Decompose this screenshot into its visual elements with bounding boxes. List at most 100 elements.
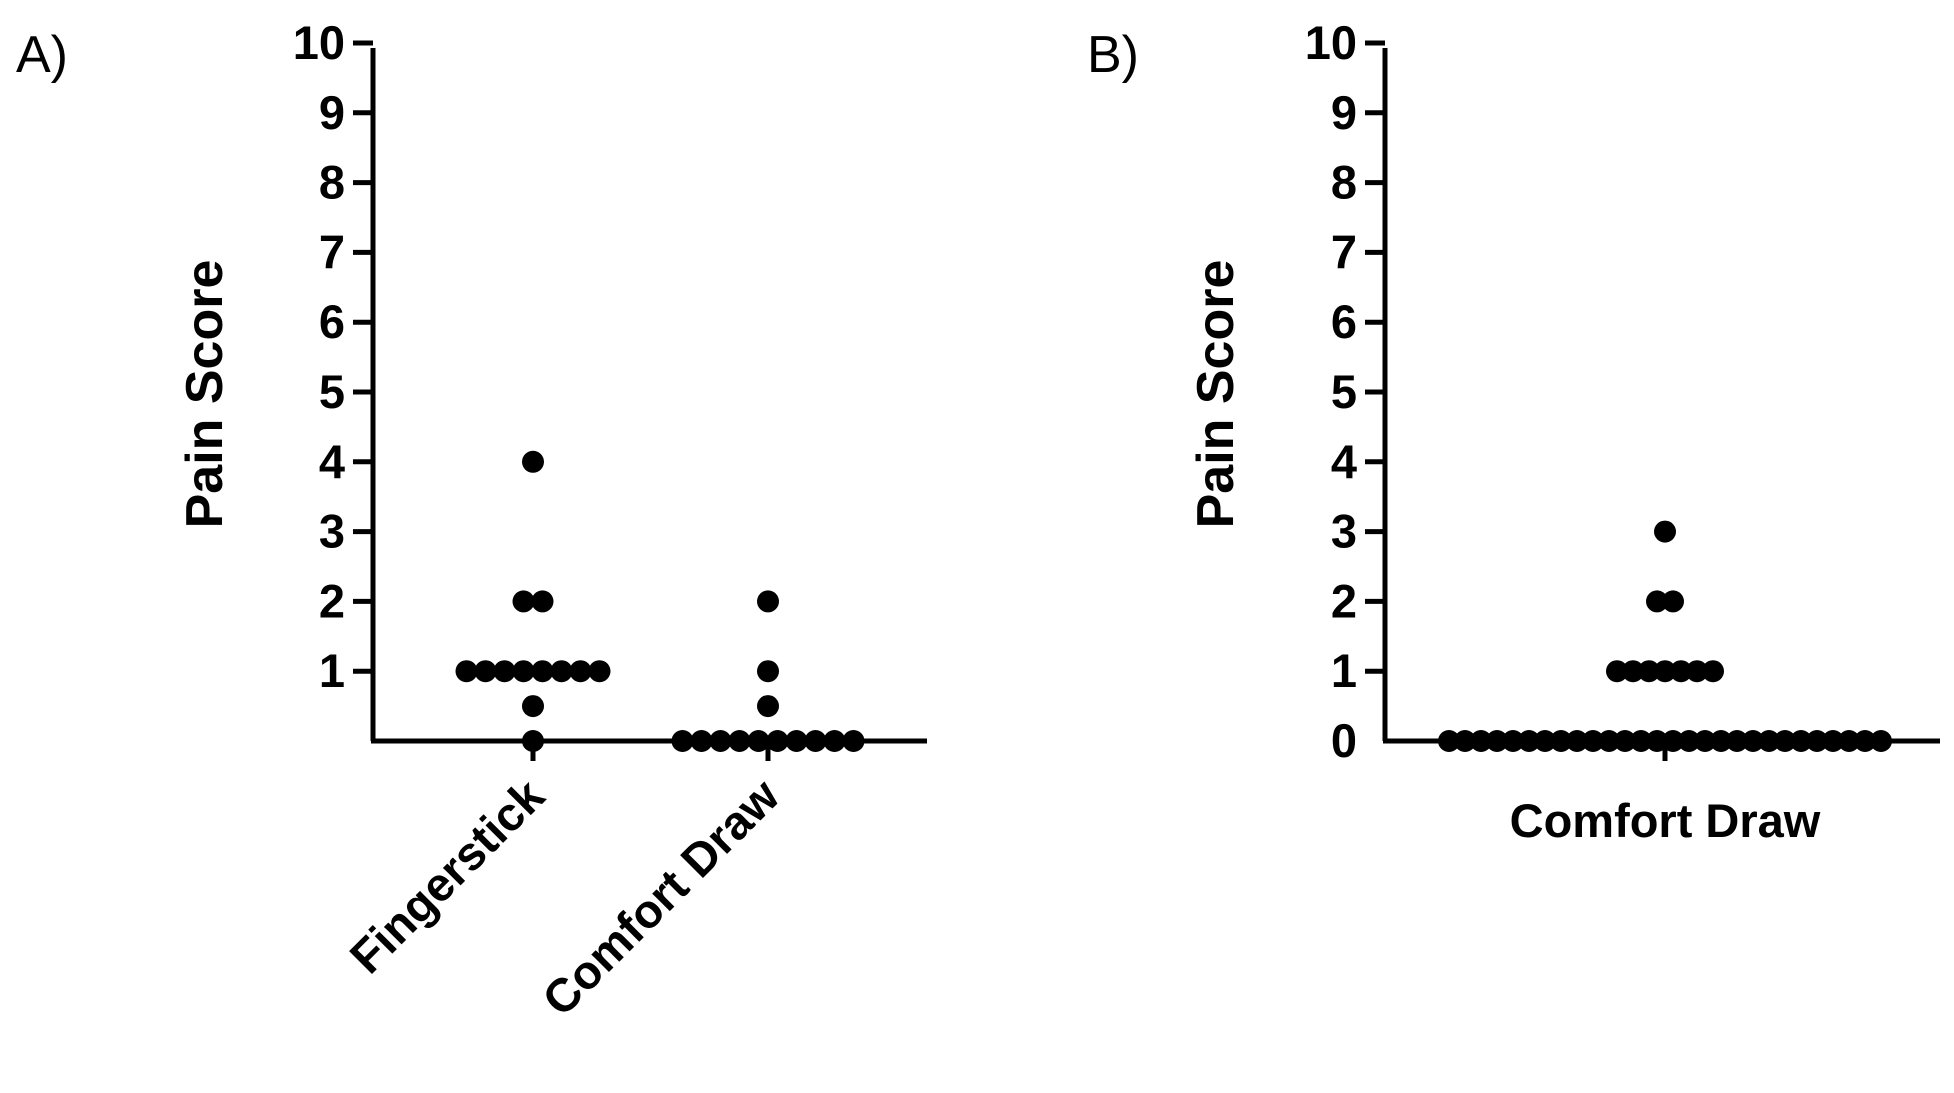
y-tick-label: 8 <box>319 156 345 209</box>
panel-b-points <box>1438 520 1892 752</box>
data-point <box>1670 660 1692 683</box>
data-point <box>531 660 554 683</box>
data-point <box>1870 730 1892 752</box>
y-tick-label: 6 <box>1331 295 1357 348</box>
data-point <box>1662 590 1684 613</box>
data-point <box>512 590 535 613</box>
data-point <box>757 695 779 718</box>
data-point <box>512 660 535 683</box>
y-tick-label: 9 <box>1331 86 1357 139</box>
data-point <box>1582 730 1604 752</box>
panel-b-y-ticks: 0 1 2 3 4 5 6 7 8 9 10 <box>1305 16 1385 767</box>
y-tick-label: 9 <box>319 86 345 139</box>
data-point <box>1822 730 1844 752</box>
data-point <box>757 660 779 683</box>
panel-a-label: A) <box>16 26 68 84</box>
y-tick-label: 2 <box>319 574 345 627</box>
category-label: Fingerstick <box>339 768 554 983</box>
panel-b-y-axis-title: Pain Score <box>1187 260 1245 529</box>
data-point <box>1438 730 1460 752</box>
data-point <box>785 730 808 752</box>
y-tick-label: 10 <box>293 16 345 69</box>
panel-a-y-ticks: 1 2 3 4 5 6 7 8 9 10 <box>293 16 373 697</box>
data-point <box>522 730 544 752</box>
data-point <box>1654 660 1676 683</box>
y-tick-label: 2 <box>1331 574 1357 627</box>
y-tick-label: 7 <box>319 225 345 278</box>
data-point <box>1534 730 1556 752</box>
y-tick-label: 3 <box>319 505 345 558</box>
category-label: Comfort Draw <box>532 768 790 1026</box>
panel-b: B) Pain Score 0 1 2 3 4 5 6 7 8 9 10 Comfort Draw <box>1087 16 1940 847</box>
panel-b-label: B) <box>1087 26 1139 84</box>
data-point <box>747 730 770 752</box>
category-label: Comfort Draw <box>1510 794 1821 847</box>
data-point <box>1694 730 1716 752</box>
data-point <box>569 660 592 683</box>
panel-a: A) Pain Score 1 2 3 4 5 6 7 8 9 10 FingerstickCom… <box>16 16 927 1026</box>
data-point <box>1702 660 1724 683</box>
data-point <box>709 730 732 752</box>
data-point <box>474 660 497 683</box>
data-point <box>1470 730 1492 752</box>
y-tick-label: 6 <box>319 295 345 348</box>
data-point <box>1454 730 1476 752</box>
y-tick-label: 4 <box>1331 435 1357 488</box>
data-point <box>531 590 554 613</box>
y-tick-label: 3 <box>1331 505 1357 558</box>
y-tick-label: 10 <box>1305 16 1357 69</box>
data-point <box>842 730 865 752</box>
data-point <box>1854 730 1876 752</box>
data-point <box>1774 730 1796 752</box>
data-point <box>757 590 779 613</box>
data-point <box>690 730 713 752</box>
data-point <box>1646 730 1668 752</box>
data-point <box>766 730 789 752</box>
data-point <box>1502 730 1524 752</box>
y-tick-label: 4 <box>319 435 345 488</box>
data-point <box>1662 730 1684 752</box>
data-point <box>1566 730 1588 752</box>
data-point <box>550 660 573 683</box>
y-tick-label: 7 <box>1331 225 1357 278</box>
data-point <box>804 730 827 752</box>
panel-a-y-axis-title: Pain Score <box>176 260 234 529</box>
data-point <box>588 660 611 683</box>
data-point <box>1710 730 1732 752</box>
data-point <box>1486 730 1508 752</box>
data-point <box>1678 730 1700 752</box>
data-point <box>671 730 694 752</box>
data-point <box>823 730 846 752</box>
data-point <box>522 450 544 473</box>
data-point <box>1598 730 1620 752</box>
data-point <box>1686 660 1708 683</box>
data-point <box>455 660 478 683</box>
data-point <box>1606 660 1628 683</box>
data-point <box>1622 660 1644 683</box>
data-point <box>1518 730 1540 752</box>
y-tick-label: 0 <box>1331 714 1357 767</box>
data-point <box>1838 730 1860 752</box>
data-point <box>1654 520 1676 543</box>
data-point <box>1758 730 1780 752</box>
data-point <box>1646 590 1668 613</box>
panel-a-points <box>455 450 865 752</box>
data-point <box>728 730 751 752</box>
data-point <box>1630 730 1652 752</box>
data-point <box>1614 730 1636 752</box>
data-point <box>1638 660 1660 683</box>
data-point <box>1742 730 1764 752</box>
data-point <box>1550 730 1572 752</box>
y-tick-label: 8 <box>1331 156 1357 209</box>
y-tick-label: 5 <box>319 365 345 418</box>
y-tick-label: 5 <box>1331 365 1357 418</box>
data-point <box>1726 730 1748 752</box>
data-point <box>1806 730 1828 752</box>
y-tick-label: 1 <box>1331 644 1357 697</box>
data-point <box>493 660 516 683</box>
panel-b-category-labels: Comfort Draw <box>1510 794 1821 847</box>
y-tick-label: 1 <box>319 644 345 697</box>
data-point <box>1790 730 1812 752</box>
